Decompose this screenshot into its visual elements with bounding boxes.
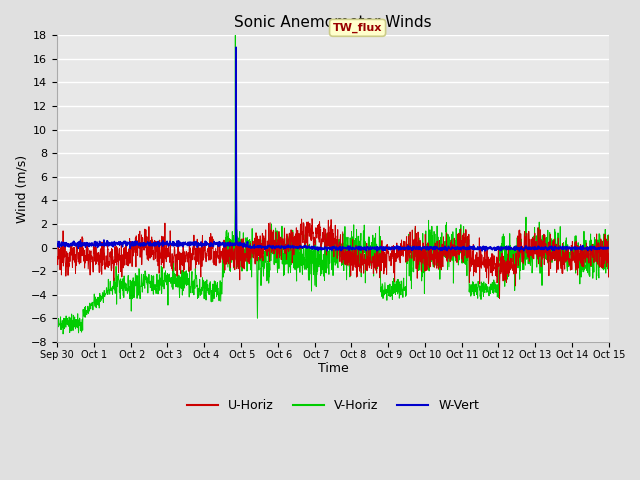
U-Horiz [322,227,330,232]
X-axis label: Time: Time [317,362,348,375]
Line: W-Vert: W-Vert [57,47,609,251]
V-Horiz [488,286,496,292]
Legend: U-Horiz, V-Horiz, W-Vert: U-Horiz, V-Horiz, W-Vert [182,394,484,417]
W-Vert [53,239,61,244]
V-Horiz [53,316,61,322]
W-Vert [81,240,89,246]
Title: Sonic Anemometer Winds: Sonic Anemometer Winds [234,15,432,30]
V-Horiz [232,33,239,38]
W-Vert [516,248,524,254]
U-Horiz [81,252,89,258]
U-Horiz [307,236,314,242]
Y-axis label: Wind (m/s): Wind (m/s) [15,155,28,223]
U-Horiz [495,296,503,301]
Line: V-Horiz: V-Horiz [57,36,609,334]
W-Vert [488,246,495,252]
W-Vert [322,245,330,251]
W-Vert [605,245,612,251]
U-Horiz [589,252,597,258]
U-Horiz [53,259,61,265]
U-Horiz [488,252,495,257]
V-Horiz [60,331,67,337]
V-Horiz [81,304,89,310]
W-Vert [589,244,597,250]
V-Horiz [605,239,612,245]
V-Horiz [307,254,315,260]
U-Horiz [605,233,612,239]
Line: U-Horiz: U-Horiz [57,219,609,299]
U-Horiz [308,216,316,222]
Text: TW_flux: TW_flux [333,23,382,33]
W-Vert [589,246,597,252]
W-Vert [232,44,240,50]
V-Horiz [589,264,597,270]
W-Vert [307,244,315,250]
V-Horiz [589,241,597,247]
V-Horiz [322,252,330,257]
U-Horiz [589,246,597,252]
